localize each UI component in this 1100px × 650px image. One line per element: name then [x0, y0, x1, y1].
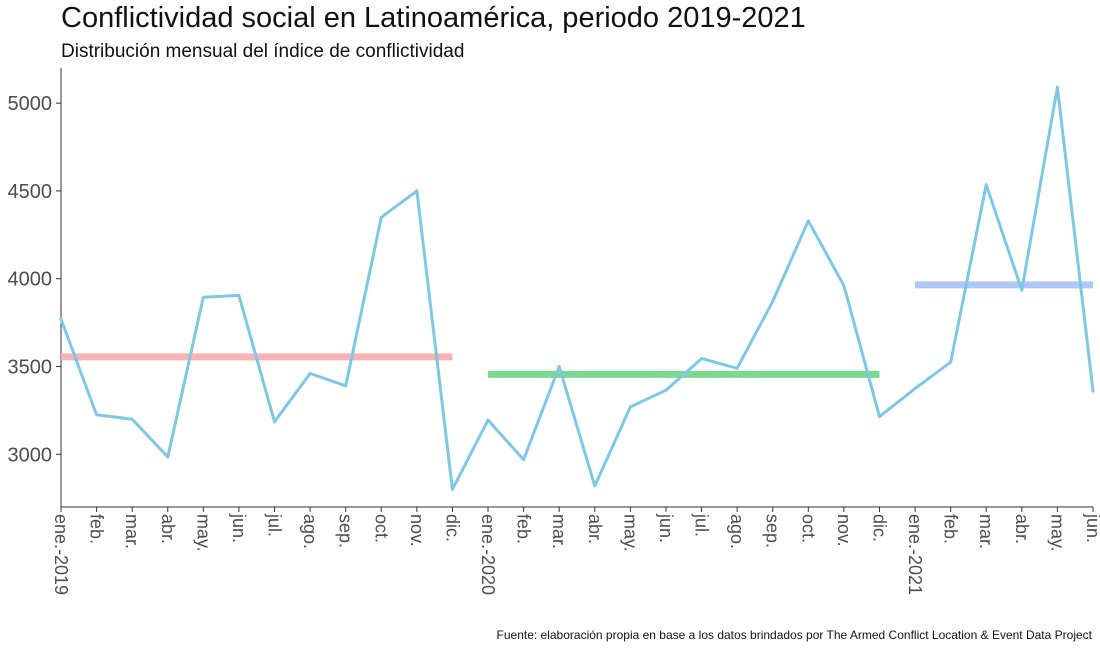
- x-tick-label: dic.: [442, 514, 462, 542]
- x-tick-label: may.: [193, 514, 213, 552]
- x-tick-label: feb.: [941, 514, 961, 544]
- x-tick-label: mar.: [976, 514, 996, 549]
- x-tick-label: nov.: [834, 514, 854, 547]
- x-tick-label: may.: [1047, 514, 1067, 552]
- data-point: [415, 189, 419, 193]
- data-point: [1020, 288, 1024, 292]
- x-tick-label: jul.: [265, 513, 285, 537]
- x-tick-label: ago.: [300, 514, 320, 549]
- data-point: [664, 388, 668, 392]
- data-point: [166, 455, 170, 459]
- x-tick-label: abr.: [585, 514, 605, 544]
- chart-axes: [60, 68, 1093, 508]
- data-point: [557, 365, 561, 369]
- data-point: [1091, 389, 1095, 393]
- x-tick-label: jun.: [1083, 513, 1100, 543]
- x-tick-label: mar.: [122, 514, 142, 549]
- x-axis-ticks: ene.-2019 feb. mar. abr. may. jun. jul. ago. sep…: [51, 507, 1100, 595]
- x-tick-label: nov.: [407, 514, 427, 547]
- x-tick-label: ago.: [727, 514, 747, 549]
- y-tick-label: 3500: [8, 357, 53, 379]
- data-point: [273, 420, 277, 424]
- data-point: [1055, 85, 1059, 89]
- data-point: [522, 458, 526, 462]
- data-point: [201, 295, 205, 299]
- x-tick-label: oct.: [798, 514, 818, 543]
- data-point: [877, 415, 881, 419]
- x-tick-label: dic.: [869, 514, 889, 542]
- data-point: [237, 293, 241, 297]
- data-point: [308, 372, 312, 376]
- chart-subtitle: Distribución mensual del índice de confl…: [61, 41, 465, 62]
- data-point: [771, 300, 775, 304]
- y-axis-ticks: 3000 3500 4000 4500 5000: [8, 93, 61, 466]
- data-point: [59, 317, 63, 321]
- data-point: [949, 360, 953, 364]
- series-group: [59, 85, 1095, 491]
- data-point: [984, 183, 988, 187]
- data-point: [95, 413, 99, 417]
- y-tick-label: 4000: [8, 269, 53, 291]
- data-point: [450, 487, 454, 491]
- x-tick-label: jul.: [692, 513, 712, 537]
- data-point: [628, 405, 632, 409]
- x-tick-label: sep.: [336, 514, 356, 548]
- x-tick-label: ene.-2019: [51, 514, 71, 595]
- data-point: [344, 384, 348, 388]
- data-point: [842, 284, 846, 288]
- data-point: [130, 417, 134, 421]
- x-tick-label: may.: [620, 514, 640, 552]
- chart-title: Conflictividad social en Latinoamérica, …: [61, 2, 806, 34]
- annual-mean-lines: [61, 281, 1093, 378]
- data-point: [593, 484, 597, 488]
- x-tick-label: ene.-2021: [905, 514, 925, 595]
- x-tick-label: feb.: [87, 514, 107, 544]
- y-tick-label: 4500: [8, 181, 53, 203]
- data-point: [486, 418, 490, 422]
- x-tick-label: feb.: [514, 514, 534, 544]
- y-tick-label: 3000: [8, 444, 53, 466]
- series-line: [59, 85, 1095, 491]
- data-point: [913, 386, 917, 390]
- x-tick-label: oct.: [371, 514, 391, 543]
- x-tick-label: abr.: [1012, 514, 1032, 544]
- data-point: [700, 357, 704, 361]
- x-tick-label: mar.: [549, 514, 569, 549]
- chart-caption: Fuente: elaboración propia en base a los…: [496, 628, 1092, 642]
- data-point: [735, 366, 739, 370]
- data-point: [806, 219, 810, 223]
- x-tick-label: jun.: [656, 513, 676, 543]
- x-tick-label: ene.-2020: [478, 514, 498, 595]
- x-tick-label: sep.: [763, 514, 783, 548]
- x-tick-label: jun.: [229, 513, 249, 543]
- x-tick-label: abr.: [158, 514, 178, 544]
- y-tick-label: 5000: [8, 93, 53, 115]
- data-point: [379, 215, 383, 219]
